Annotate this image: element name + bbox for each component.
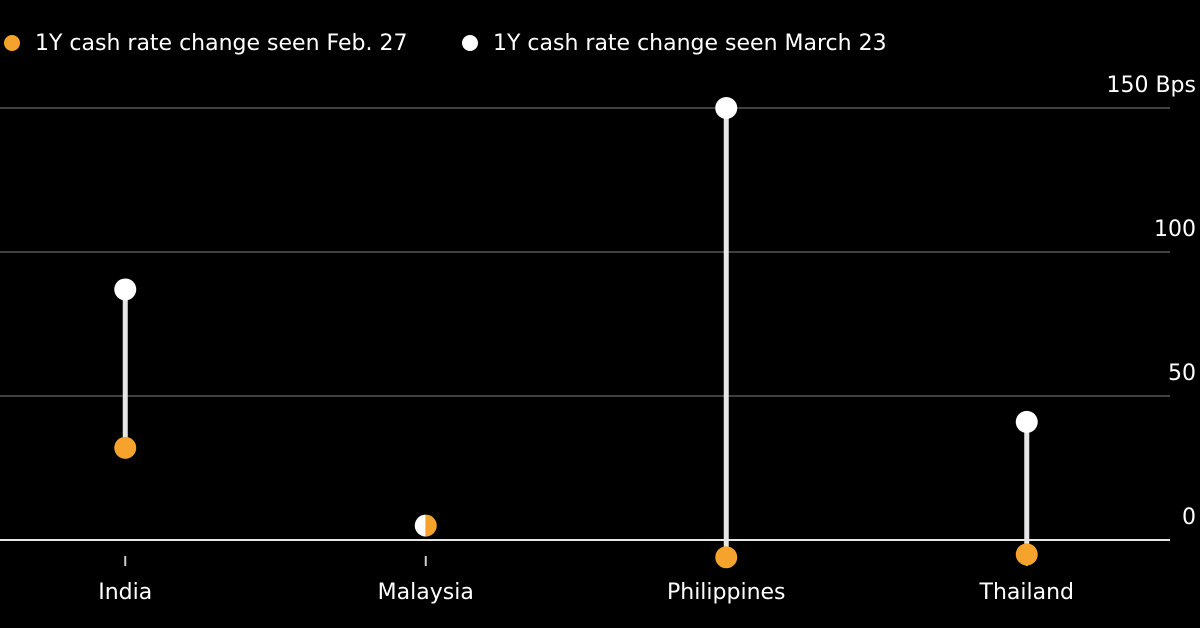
x-tick-label: Philippines bbox=[667, 580, 786, 605]
marker bbox=[715, 97, 738, 119]
marker bbox=[114, 278, 137, 301]
y-tick-label: 50 bbox=[1168, 361, 1196, 386]
y-tick-label: 100 bbox=[1154, 217, 1196, 242]
y-tick-label: 150 Bps bbox=[1106, 73, 1196, 98]
marker bbox=[1015, 410, 1038, 433]
x-tick-label: Malaysia bbox=[378, 580, 474, 605]
x-tick-label: Thailand bbox=[979, 580, 1074, 605]
y-tick-label: 0 bbox=[1182, 505, 1196, 530]
legend-marker bbox=[462, 35, 478, 51]
marker bbox=[414, 514, 426, 537]
marker bbox=[715, 546, 738, 569]
marker bbox=[1015, 543, 1038, 566]
x-tick-label: India bbox=[98, 580, 152, 605]
legend-label: 1Y cash rate change seen Feb. 27 bbox=[35, 31, 407, 56]
marker bbox=[425, 514, 437, 537]
legend-label: 1Y cash rate change seen March 23 bbox=[493, 31, 887, 56]
marker bbox=[114, 436, 137, 459]
legend-marker bbox=[4, 35, 20, 51]
